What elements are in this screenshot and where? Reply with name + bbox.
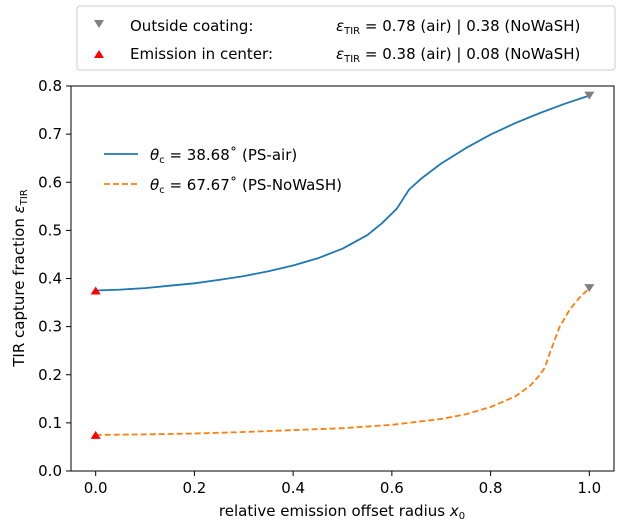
marker-layer [90, 91, 595, 439]
x-axis-label-var: x [449, 502, 459, 520]
y-tick-label: 0.8 [38, 77, 62, 95]
top-legend-label-center: Emission in center: [130, 45, 273, 63]
x-tick-label: 0.0 [84, 479, 108, 497]
series-line-ps-air [95, 94, 590, 292]
marker-emission-center-0 [90, 286, 101, 295]
y-tick-label: 0.5 [38, 221, 62, 239]
marker-outside-coating-0 [584, 91, 595, 100]
top-legend-var-outside: ε [336, 17, 344, 35]
top-legend-label-outside: Outside coating: [130, 17, 253, 35]
top-legend-sub-outside: TIR [343, 26, 360, 37]
marker-emission-center-1 [90, 430, 101, 439]
top-legend-value-outside: εTIR = 0.78 (air) | 0.38 (NoWaSH) [336, 17, 580, 37]
y-tick-label: 0.2 [38, 366, 62, 384]
y-tick-label: 0.1 [38, 414, 62, 432]
x-axis-label: relative emission offset radius x0 [219, 502, 465, 522]
marker-outside-coating-1 [584, 284, 595, 293]
legend-var-ps-nowash: θ [150, 176, 159, 194]
series-layer [95, 94, 590, 436]
plot-area: 0.0 0.2 0.4 0.6 0.8 1.0 0.0 0.1 0.2 0.3 0.4 0.5 0.6… [38, 77, 615, 497]
top-legend-marker-center [94, 50, 104, 58]
y-tick-label: 0.7 [38, 125, 62, 143]
legend-text-ps-air: = 38.68˚ (PS-air) [165, 146, 298, 164]
top-legend: Outside coating: εTIR = 0.78 (air) | 0.3… [76, 5, 616, 71]
x-tick-label: 1.0 [577, 479, 601, 497]
legend-label-ps-nowash: θc = 67.67˚ (PS-NoWaSH) [150, 176, 342, 196]
legend-sub-ps-nowash: c [159, 185, 165, 196]
y-axis-label: TIR capture fraction εTIR [10, 189, 30, 368]
top-legend-frame [76, 5, 616, 71]
y-tick-label: 0.3 [38, 318, 62, 336]
x-tick-label: 0.6 [380, 479, 404, 497]
top-legend-text-outside: = 0.78 (air) | 0.38 (NoWaSH) [360, 17, 580, 35]
top-legend-value-center: εTIR = 0.38 (air) | 0.08 (NoWaSH) [336, 45, 580, 65]
legend-label-ps-air: θc = 38.68˚ (PS-air) [150, 146, 297, 166]
series-legend: θc = 38.68˚ (PS-air) θc = 67.67˚ (PS-NoW… [104, 146, 342, 196]
x-tick-label: 0.2 [182, 479, 206, 497]
y-axis-label-sub: TIR [19, 189, 30, 206]
top-legend-sub-center: TIR [343, 54, 360, 65]
legend-text-ps-nowash: = 67.67˚ (PS-NoWaSH) [165, 176, 342, 194]
top-legend-marker-outside [94, 20, 104, 28]
axes-frame [70, 85, 615, 472]
x-axis-label-main: relative emission offset radius [219, 502, 450, 520]
y-axis-label-var: ε [10, 205, 28, 213]
top-legend-var-center: ε [336, 45, 344, 63]
y-tick-label: 0.6 [38, 173, 62, 191]
legend-sub-ps-air: c [159, 155, 165, 166]
series-line-ps-nowash [95, 287, 590, 436]
x-tick-label: 0.4 [281, 479, 305, 497]
x-tick-label: 0.8 [479, 479, 503, 497]
y-tick-label: 0.4 [38, 270, 62, 288]
y-axis: 0.0 0.1 0.2 0.3 0.4 0.5 0.6 0.7 0.8 [38, 77, 71, 480]
legend-var-ps-air: θ [150, 146, 159, 164]
y-axis-label-main: TIR capture fraction [10, 213, 28, 367]
y-tick-label: 0.0 [38, 462, 62, 480]
top-legend-text-center: = 0.38 (air) | 0.08 (NoWaSH) [360, 45, 580, 63]
x-axis: 0.0 0.2 0.4 0.6 0.8 1.0 [84, 471, 601, 497]
x-axis-label-sub: 0 [459, 511, 465, 522]
